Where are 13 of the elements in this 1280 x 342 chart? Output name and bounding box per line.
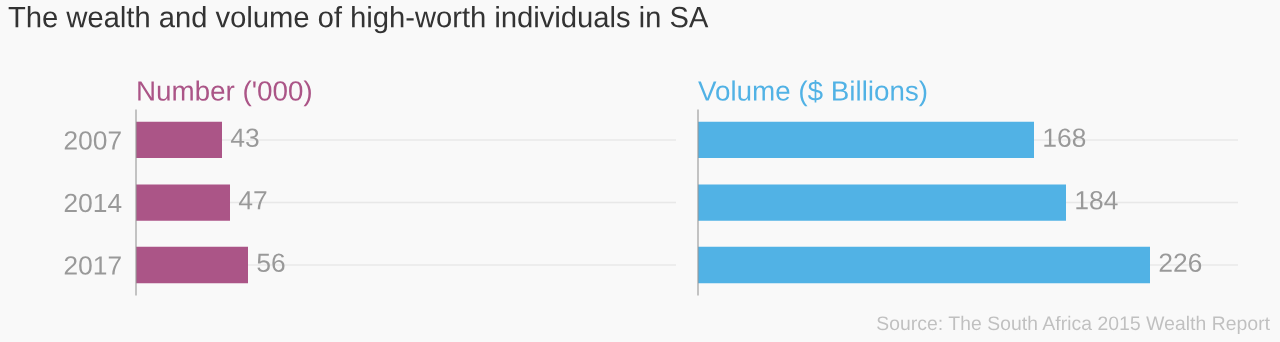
y-tick-label: 2017 (64, 256, 121, 275)
y-tick-label: 2014 (64, 193, 122, 213)
chart-title: The wealth and volume of high-worth individuals in SA (8, 6, 709, 34)
chart-subtitle: Volume ($ Billions) (698, 79, 927, 107)
data-label: 56 (257, 253, 285, 273)
data-label: 47 (238, 191, 267, 210)
chart-subtitle: Number ('000) (138, 80, 311, 107)
data-label: 226 (1159, 253, 1202, 273)
y-tick-label: 2007 (64, 131, 121, 150)
data-label: 43 (230, 128, 259, 148)
data-label: 168 (1044, 128, 1086, 148)
data-label: 184 (1076, 190, 1118, 210)
source-note: Source: The South Africa 2015 Wealth Report (877, 315, 1270, 334)
